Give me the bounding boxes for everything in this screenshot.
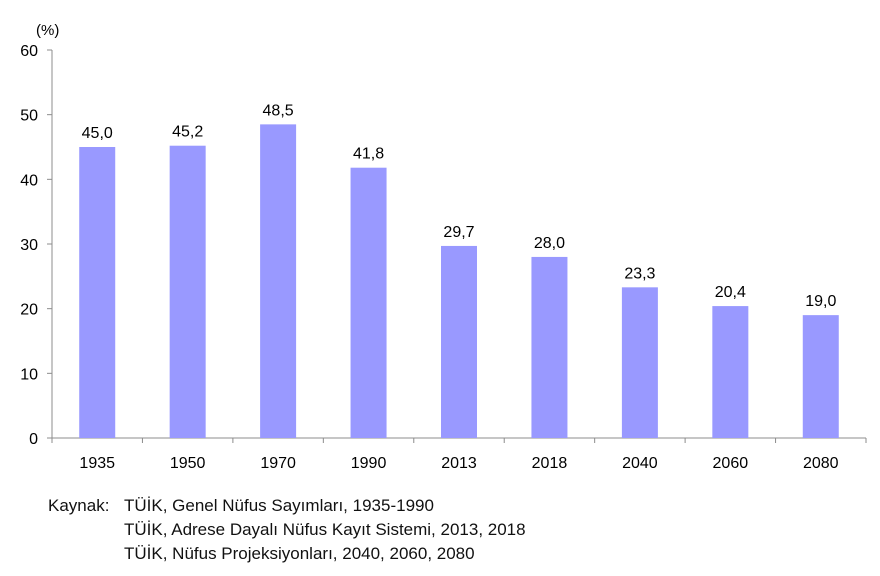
y-tick-label: 30 bbox=[20, 237, 38, 254]
source-line-3: TÜİK, Nüfus Projeksiyonları, 2040, 2060,… bbox=[48, 542, 526, 566]
y-tick-label: 10 bbox=[20, 366, 38, 383]
x-tick-label: 1990 bbox=[351, 455, 387, 472]
data-label-2040: 23,3 bbox=[624, 265, 655, 282]
source-note: Kaynak: TÜİK, Genel Nüfus Sayımları, 193… bbox=[48, 494, 526, 566]
x-tick-label: 1970 bbox=[260, 455, 296, 472]
x-tick-label: 2060 bbox=[713, 455, 749, 472]
data-label-2013: 29,7 bbox=[443, 224, 474, 241]
data-label-2060: 20,4 bbox=[715, 284, 746, 301]
source-text-1: TÜİK, Genel Nüfus Sayımları, 1935-1990 bbox=[124, 496, 434, 515]
bar-2060 bbox=[712, 306, 749, 438]
x-tick-label: 2013 bbox=[441, 455, 477, 472]
bar-1935 bbox=[79, 147, 116, 438]
source-text-2: TÜİK, Adrese Dayalı Nüfus Kayıt Sistemi,… bbox=[124, 520, 526, 539]
y-tick-label: 0 bbox=[29, 431, 38, 448]
source-line-1: Kaynak: TÜİK, Genel Nüfus Sayımları, 193… bbox=[48, 494, 526, 518]
x-tick-label: 2080 bbox=[803, 455, 839, 472]
bar-2018 bbox=[531, 256, 568, 438]
x-tick-label: 2040 bbox=[622, 455, 658, 472]
bar-1950 bbox=[169, 145, 206, 438]
data-label-2080: 19,0 bbox=[805, 293, 836, 310]
source-line-2: TÜİK, Adrese Dayalı Nüfus Kayıt Sistemi,… bbox=[48, 518, 526, 542]
y-unit-label: (%) bbox=[36, 22, 59, 39]
bar-2040 bbox=[621, 287, 658, 438]
x-tick-label: 1935 bbox=[79, 455, 115, 472]
source-text-3: TÜİK, Nüfus Projeksiyonları, 2040, 2060,… bbox=[124, 544, 475, 563]
bar-2080 bbox=[802, 315, 839, 438]
bar-1990 bbox=[350, 167, 387, 438]
y-tick-label: 50 bbox=[20, 108, 38, 125]
bar-1970 bbox=[260, 124, 297, 438]
bar-2013 bbox=[441, 245, 477, 438]
data-label-2018: 28,0 bbox=[534, 235, 565, 252]
source-prefix: Kaynak: bbox=[48, 496, 110, 515]
data-label-1970: 48,5 bbox=[263, 102, 294, 119]
y-tick-label: 60 bbox=[20, 43, 38, 60]
data-label-1935: 45,0 bbox=[82, 125, 113, 142]
data-label-1990: 41,8 bbox=[353, 146, 384, 163]
y-tick-label: 20 bbox=[20, 302, 38, 319]
bar-chart: (%) 0 10 20 30 40 50 60 45,0 45,2 48,5 41,8 29,7 28… bbox=[20, 22, 867, 472]
data-label-1950: 45,2 bbox=[172, 124, 203, 141]
y-tick-label: 40 bbox=[20, 172, 38, 189]
x-tick-label: 1950 bbox=[170, 455, 206, 472]
x-tick-label: 2018 bbox=[532, 455, 568, 472]
